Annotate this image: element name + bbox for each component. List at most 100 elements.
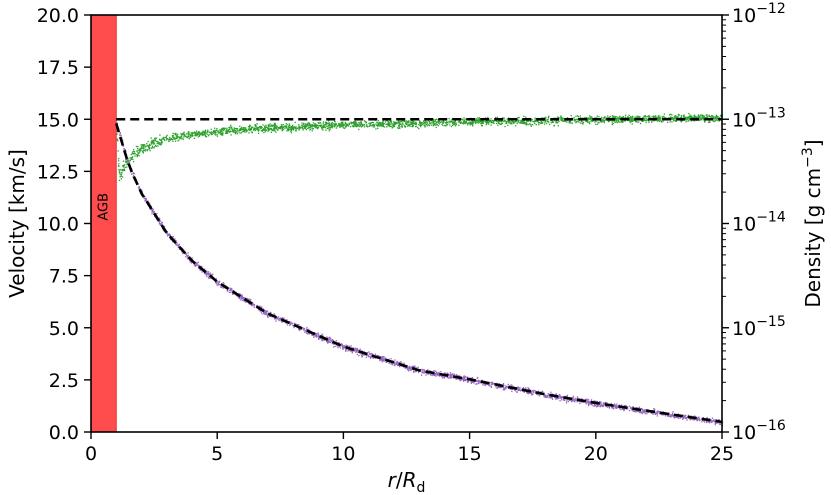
data-point <box>393 123 395 126</box>
data-point <box>390 125 392 127</box>
data-point <box>176 135 178 137</box>
data-point <box>507 120 509 122</box>
data-point <box>683 116 685 118</box>
data-point <box>472 124 474 126</box>
data-point <box>626 116 629 119</box>
data-point <box>229 130 231 132</box>
data-point <box>166 134 168 136</box>
data-point <box>197 136 199 138</box>
data-point <box>596 400 599 403</box>
data-point <box>223 283 225 285</box>
data-point <box>516 122 518 125</box>
data-point <box>355 124 357 126</box>
data-point <box>127 159 129 162</box>
data-point <box>245 131 247 133</box>
data-point <box>569 122 571 124</box>
data-point <box>712 115 714 117</box>
data-point <box>689 114 691 116</box>
data-point <box>484 120 486 123</box>
data-point <box>372 357 374 359</box>
data-point <box>278 127 281 129</box>
data-point <box>193 137 196 140</box>
data-point <box>399 127 401 129</box>
data-point <box>350 121 352 123</box>
data-point <box>371 355 373 357</box>
data-point <box>376 125 378 127</box>
data-point <box>589 400 591 403</box>
data-point <box>145 148 147 151</box>
data-point <box>601 120 603 122</box>
data-point <box>400 361 402 363</box>
data-point <box>618 116 620 119</box>
data-point <box>200 265 202 268</box>
data-point <box>596 403 598 406</box>
data-point <box>633 120 635 122</box>
data-point <box>256 123 258 125</box>
data-point <box>463 121 465 123</box>
data-point <box>628 118 631 121</box>
data-point <box>702 417 705 419</box>
data-point <box>249 300 251 302</box>
data-point <box>453 373 456 375</box>
data-point <box>525 387 527 389</box>
data-point <box>534 119 536 121</box>
data-point <box>449 376 451 378</box>
data-point <box>244 129 246 131</box>
data-point <box>241 296 244 299</box>
data-point <box>588 118 591 120</box>
data-point <box>295 129 297 131</box>
data-point <box>398 125 400 127</box>
data-point <box>270 131 273 133</box>
data-point <box>342 121 344 123</box>
data-point <box>172 137 175 139</box>
data-point <box>328 337 330 339</box>
data-point <box>215 281 217 284</box>
data-point <box>298 323 300 326</box>
data-point <box>208 276 210 278</box>
data-point <box>396 363 398 365</box>
data-point <box>653 409 655 412</box>
data-point <box>713 419 715 421</box>
data-point <box>166 139 168 141</box>
data-point <box>479 120 481 122</box>
data-point <box>662 414 664 416</box>
data-point <box>418 121 421 123</box>
data-point <box>354 122 357 125</box>
data-point <box>126 161 128 163</box>
data-point <box>544 394 547 396</box>
data-point <box>554 397 556 399</box>
data-point <box>236 132 238 134</box>
data-point <box>393 125 396 128</box>
data-point <box>711 114 713 117</box>
data-point <box>150 147 152 149</box>
data-point <box>231 293 234 295</box>
data-point <box>286 128 289 130</box>
data-point <box>243 128 245 130</box>
data-point <box>256 126 258 128</box>
data-point <box>527 120 530 122</box>
data-point <box>290 129 293 132</box>
data-point <box>611 406 614 409</box>
data-point <box>673 116 676 118</box>
data-point <box>630 119 632 121</box>
data-point <box>485 124 487 126</box>
data-point <box>240 126 243 128</box>
data-point <box>435 375 437 377</box>
data-point <box>701 117 703 119</box>
data-point <box>711 421 713 424</box>
data-point <box>117 158 120 160</box>
data-point <box>496 387 499 390</box>
data-point <box>195 135 197 137</box>
data-point <box>163 226 166 228</box>
data-point <box>551 393 553 395</box>
data-point <box>279 126 282 129</box>
data-point <box>602 402 604 404</box>
data-point <box>465 121 467 123</box>
data-point <box>431 121 433 123</box>
data-point <box>659 119 661 121</box>
data-point <box>545 396 547 398</box>
data-point <box>302 129 304 131</box>
data-point <box>493 383 495 385</box>
data-point <box>545 119 547 122</box>
data-point <box>302 327 304 329</box>
